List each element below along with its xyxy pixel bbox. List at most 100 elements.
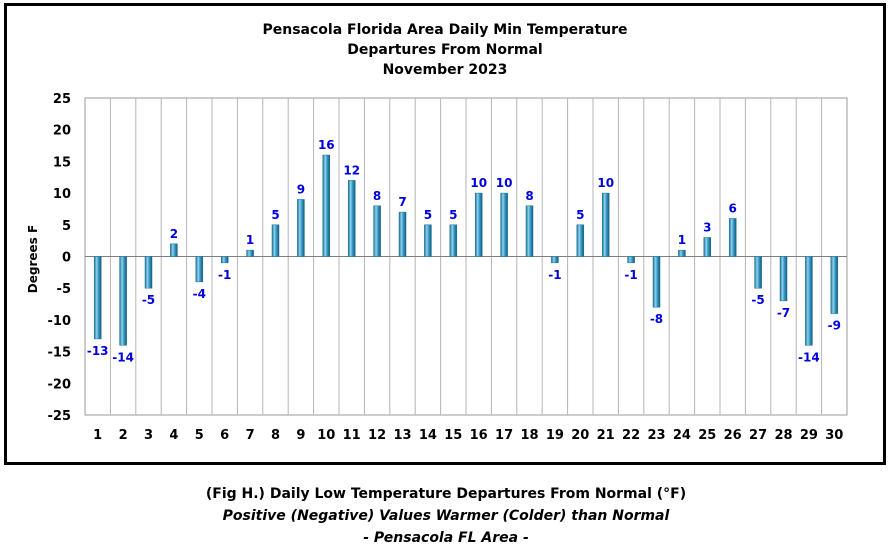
x-tick-label: 27 <box>749 428 767 443</box>
x-tick-label: 21 <box>597 428 615 443</box>
bar-day-1 <box>93 256 102 340</box>
x-tick-label: 24 <box>673 428 691 443</box>
bar-day-26 <box>728 218 737 257</box>
x-tick-label: 25 <box>698 428 716 443</box>
bar-day-25 <box>703 237 712 257</box>
data-label: 5 <box>576 208 584 222</box>
x-tick-label: 20 <box>571 428 589 443</box>
data-label: 9 <box>297 182 305 196</box>
y-tick-label: -15 <box>48 346 72 361</box>
bar-day-7 <box>246 249 254 257</box>
data-label: -14 <box>798 350 820 364</box>
data-label: -1 <box>624 268 637 282</box>
bar-day-24 <box>678 249 686 257</box>
x-tick-label: 23 <box>647 428 665 443</box>
x-tick-label: 8 <box>271 428 280 443</box>
x-tick-label: 30 <box>825 428 843 443</box>
bar-day-11 <box>347 180 356 257</box>
x-tick-label: 3 <box>144 428 153 443</box>
bar-day-21 <box>601 192 610 257</box>
data-label: 5 <box>424 208 432 222</box>
chart-title-line-1: Pensacola Florida Area Daily Min Tempera… <box>262 22 627 38</box>
bar-day-6 <box>220 256 229 264</box>
data-label: -7 <box>777 306 790 320</box>
y-tick-label: -25 <box>48 409 72 424</box>
data-label: 5 <box>271 208 279 222</box>
bar-day-27 <box>754 256 762 289</box>
data-label: -4 <box>193 287 206 301</box>
y-tick-label: -20 <box>48 377 72 392</box>
bar-day-5 <box>195 256 204 283</box>
x-tick-label: 18 <box>520 428 538 443</box>
data-label: 8 <box>373 189 381 203</box>
data-label: 3 <box>703 220 711 234</box>
bar-day-14 <box>424 224 432 257</box>
x-tick-label: 6 <box>220 428 229 443</box>
data-label: -5 <box>142 293 155 307</box>
bar-day-23 <box>652 256 661 308</box>
bar-day-3 <box>144 256 153 289</box>
data-label: 6 <box>729 201 737 215</box>
x-tick-label: 13 <box>393 428 411 443</box>
chart-title-line-2: Departures From Normal <box>347 42 542 58</box>
bar-day-29 <box>805 256 813 346</box>
chart-title-line-3: November 2023 <box>383 62 508 78</box>
data-label: 1 <box>246 233 254 247</box>
data-label: 5 <box>449 208 457 222</box>
data-label: 8 <box>525 189 533 203</box>
data-label: -1 <box>218 268 231 282</box>
x-tick-label: 28 <box>774 428 792 443</box>
x-tick-label: 4 <box>169 428 178 443</box>
data-label: -14 <box>112 350 134 364</box>
x-tick-label: 9 <box>296 428 305 443</box>
y-tick-label: 25 <box>53 92 71 107</box>
data-label: -1 <box>548 268 561 282</box>
bar-day-9 <box>297 199 305 257</box>
x-tick-label: 22 <box>622 428 640 443</box>
bar-day-16 <box>474 192 483 257</box>
caption-line-2: Positive (Negative) Values Warmer (Colde… <box>222 508 670 524</box>
x-tick-label: 19 <box>546 428 564 443</box>
data-label: 16 <box>318 138 335 152</box>
bar-day-12 <box>373 205 381 257</box>
x-tick-label: 16 <box>470 428 488 443</box>
chart: Pensacola Florida Area Daily Min Tempera… <box>26 22 848 443</box>
bar-day-30 <box>830 256 839 314</box>
caption-line-1: (Fig H.) Daily Low Temperature Departure… <box>205 486 687 502</box>
bar-day-22 <box>627 256 635 264</box>
data-label: 1 <box>678 233 686 247</box>
data-label: 10 <box>470 176 487 190</box>
bar-day-8 <box>271 224 280 257</box>
x-tick-label: 10 <box>317 428 335 443</box>
y-tick-label: -10 <box>48 314 72 329</box>
data-label: -5 <box>751 293 764 307</box>
data-label: 10 <box>597 176 614 190</box>
y-tick-label: 5 <box>62 219 71 234</box>
x-tick-label: 26 <box>724 428 742 443</box>
data-label: -9 <box>828 319 841 333</box>
x-tick-label: 14 <box>419 428 437 443</box>
x-tick-label: 29 <box>800 428 818 443</box>
bar-day-10 <box>322 154 331 257</box>
y-axis-label: Degrees F <box>26 225 40 293</box>
bar-day-4 <box>170 243 178 257</box>
bar-day-17 <box>500 192 508 257</box>
x-tick-label: 7 <box>246 428 255 443</box>
data-label: 10 <box>496 176 513 190</box>
bar-day-13 <box>398 211 407 257</box>
x-tick-label: 12 <box>368 428 386 443</box>
x-tick-label: 17 <box>495 428 513 443</box>
bar-day-15 <box>449 224 458 257</box>
chart-frame: Pensacola Florida Area Daily Min Tempera… <box>4 3 886 465</box>
y-tick-label: -5 <box>57 282 71 297</box>
x-tick-label: 15 <box>444 428 462 443</box>
data-label: 2 <box>170 227 178 241</box>
x-tick-label: 1 <box>93 428 102 443</box>
y-tick-label: 10 <box>53 187 71 202</box>
data-label: -13 <box>87 344 109 358</box>
x-tick-label: 11 <box>343 428 361 443</box>
bar-day-18 <box>525 205 534 257</box>
y-tick-label: 20 <box>53 124 71 139</box>
caption-line-3: - Pensacola FL Area - <box>363 530 529 546</box>
bar-day-2 <box>119 256 127 346</box>
